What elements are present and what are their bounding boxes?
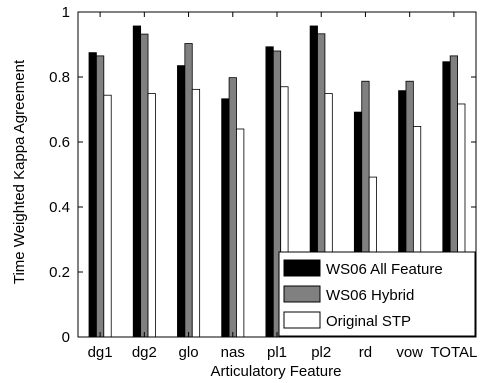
y-tick-label: 0 (62, 329, 70, 346)
legend-swatch-3 (283, 311, 321, 329)
x-tick-label-glo: glo (179, 344, 199, 361)
legend-swatch-2 (283, 285, 321, 303)
x-tick-label-TOTAL: TOTAL (430, 344, 477, 361)
bar-dg2-series-3 (147, 93, 156, 338)
bar-nas-series-3 (236, 128, 245, 338)
bar-nas-series-1 (221, 98, 230, 338)
y-tick-label: 0.6 (49, 134, 70, 151)
y-tick-label: 0.8 (49, 69, 70, 86)
ticks-layer: 0 0.2 0.4 0.6 0.8 1 dg1 dg2 glo nas pl1 pl2 rd vow TOT… (49, 4, 477, 361)
x-axis-label: Articulatory Feature (211, 363, 342, 380)
bar-glo-series-2 (184, 43, 193, 338)
x-tick-label-vow: vow (396, 344, 423, 361)
bar-dg1-series-1 (88, 52, 97, 338)
y-axis-label: Time Weighted Kappa Agreement (11, 59, 28, 284)
bar-pl1-series-1 (265, 46, 274, 338)
bar-dg1-series-3 (103, 94, 112, 338)
y-tick-label: 0.2 (49, 264, 70, 281)
legend-swatch-1 (283, 259, 321, 277)
legend: WS06 All Feature WS06 Hybrid Original STP (278, 251, 476, 337)
x-tick-label-pl1: pl1 (267, 344, 287, 361)
bar-dg2-series-2 (140, 33, 149, 338)
x-tick-label-dg2: dg2 (132, 344, 157, 361)
bar-dg2-series-1 (132, 25, 142, 338)
bar-nas-series-2 (228, 77, 237, 338)
y-tick-label: 1 (62, 4, 70, 21)
bar-dg1-series-2 (96, 55, 105, 338)
bar-glo-series-1 (177, 65, 186, 338)
x-tick-label-rd: rd (359, 344, 372, 361)
legend-label-3: Original STP (326, 313, 411, 330)
legend-label-2: WS06 Hybrid (326, 287, 414, 304)
y-tick-label: 0.4 (49, 199, 70, 216)
legend-label-1: WS06 All Feature (326, 261, 443, 278)
x-tick-label-dg1: dg1 (88, 344, 113, 361)
bar-glo-series-3 (191, 88, 201, 338)
x-tick-label-pl2: pl2 (311, 344, 331, 361)
x-tick-label-nas: nas (221, 344, 245, 361)
